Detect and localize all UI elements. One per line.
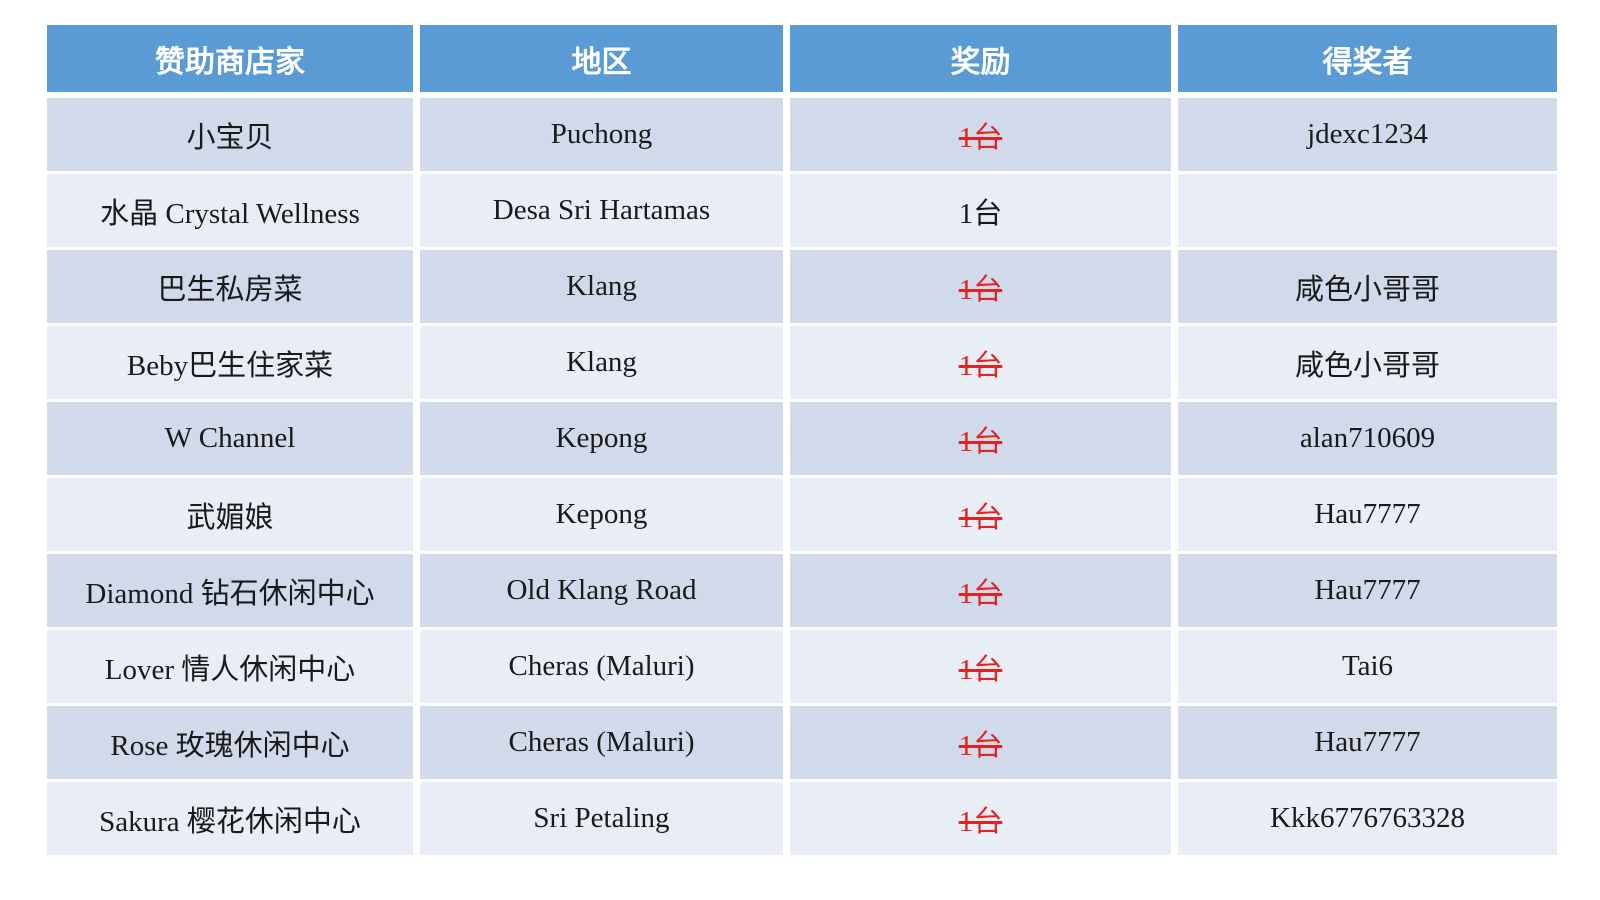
- reward-cell: 1台: [790, 627, 1178, 703]
- store-cell: W Channel: [47, 399, 420, 475]
- store-cell: Diamond 钻石休闲中心: [47, 551, 420, 627]
- column-header-region: 地区: [420, 25, 790, 98]
- reward-cell: 1台: [790, 247, 1178, 323]
- table-row: 巴生私房菜 Klang 1台 咸色小哥哥: [47, 247, 1557, 323]
- reward-cell: 1台: [790, 399, 1178, 475]
- region-cell: Desa Sri Hartamas: [420, 171, 790, 247]
- reward-cell: 1台: [790, 98, 1178, 171]
- reward-cell: 1台: [790, 779, 1178, 855]
- reward-cell: 1台: [790, 703, 1178, 779]
- winner-cell: Hau7777: [1178, 703, 1557, 779]
- region-cell: Cheras (Maluri): [420, 703, 790, 779]
- table-row: Lover 情人休闲中心 Cheras (Maluri) 1台 Tai6: [47, 627, 1557, 703]
- table-row: Beby巴生住家菜 Klang 1台 咸色小哥哥: [47, 323, 1557, 399]
- store-cell: Beby巴生住家菜: [47, 323, 420, 399]
- region-cell: Klang: [420, 247, 790, 323]
- store-cell: Lover 情人休闲中心: [47, 627, 420, 703]
- table-row: 小宝贝 Puchong 1台 jdexc1234: [47, 98, 1557, 171]
- store-cell: Rose 玫瑰休闲中心: [47, 703, 420, 779]
- winner-cell: [1178, 171, 1557, 247]
- winner-cell: 咸色小哥哥: [1178, 247, 1557, 323]
- winner-cell: alan710609: [1178, 399, 1557, 475]
- store-cell: 水晶 Crystal Wellness: [47, 171, 420, 247]
- winner-cell: Kkk6776763328: [1178, 779, 1557, 855]
- store-cell: 巴生私房菜: [47, 247, 420, 323]
- region-cell: Old Klang Road: [420, 551, 790, 627]
- region-cell: Cheras (Maluri): [420, 627, 790, 703]
- table-header-row: 赞助商店家 地区 奖励 得奖者: [47, 25, 1557, 98]
- reward-cell: 1台: [790, 323, 1178, 399]
- reward-cell: 1台: [790, 171, 1178, 247]
- region-cell: Puchong: [420, 98, 790, 171]
- winner-cell: jdexc1234: [1178, 98, 1557, 171]
- table-row: Diamond 钻石休闲中心 Old Klang Road 1台 Hau7777: [47, 551, 1557, 627]
- region-cell: Kepong: [420, 399, 790, 475]
- winner-cell: 咸色小哥哥: [1178, 323, 1557, 399]
- region-cell: Klang: [420, 323, 790, 399]
- table-row: 武媚娘 Kepong 1台 Hau7777: [47, 475, 1557, 551]
- store-cell: Sakura 樱花休闲中心: [47, 779, 420, 855]
- reward-cell: 1台: [790, 551, 1178, 627]
- table-row: Sakura 樱花休闲中心 Sri Petaling 1台 Kkk6776763328: [47, 779, 1557, 855]
- store-cell: 武媚娘: [47, 475, 420, 551]
- reward-cell: 1台: [790, 475, 1178, 551]
- winner-cell: Hau7777: [1178, 475, 1557, 551]
- store-cell: 小宝贝: [47, 98, 420, 171]
- table-row: Rose 玫瑰休闲中心 Cheras (Maluri) 1台 Hau7777: [47, 703, 1557, 779]
- column-header-winner: 得奖者: [1178, 25, 1557, 98]
- sponsor-prize-table: 赞助商店家 地区 奖励 得奖者 小宝贝 Puchong 1台 jdexc1234 水晶 …: [47, 25, 1557, 855]
- winner-cell: Hau7777: [1178, 551, 1557, 627]
- column-header-reward: 奖励: [790, 25, 1178, 98]
- column-header-sponsor-store: 赞助商店家: [47, 25, 420, 98]
- table-body: 小宝贝 Puchong 1台 jdexc1234 水晶 Crystal Wellness…: [47, 98, 1557, 855]
- table-row: 水晶 Crystal Wellness Desa Sri Hartamas 1台: [47, 171, 1557, 247]
- region-cell: Kepong: [420, 475, 790, 551]
- winner-cell: Tai6: [1178, 627, 1557, 703]
- region-cell: Sri Petaling: [420, 779, 790, 855]
- table-row: W Channel Kepong 1台 alan710609: [47, 399, 1557, 475]
